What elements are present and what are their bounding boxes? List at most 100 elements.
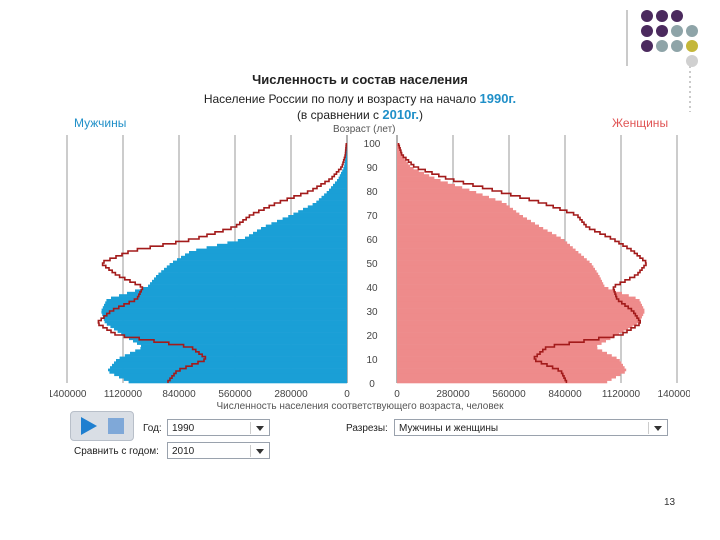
deco-dot [656, 40, 668, 52]
year-select-value: 1990 [172, 423, 195, 434]
men-bar-1990 [344, 159, 347, 163]
women-bar-1990 [397, 186, 463, 189]
men-bar-1990 [277, 219, 347, 223]
x-tick-label: 840000 [548, 389, 582, 400]
women-bar-1990 [397, 294, 629, 297]
men-bar-1990 [312, 203, 347, 206]
women-bar-1990 [397, 176, 435, 180]
women-bar-1990 [397, 342, 602, 345]
women-bar-1990 [397, 255, 584, 259]
women-bar-1990 [397, 308, 645, 312]
women-bar-1990 [397, 203, 507, 206]
men-bar-1990 [125, 335, 347, 338]
y-tick-label: 70 [366, 211, 378, 222]
women-bar-1990 [397, 229, 548, 233]
women-bar-1990 [397, 162, 409, 165]
sections-select-value: Мужчины и женщины [399, 423, 499, 434]
women-bar-1990 [397, 347, 598, 350]
men-bar-1990 [344, 164, 347, 168]
women-bar-1990 [397, 351, 607, 355]
women-bar-1990 [397, 181, 448, 185]
y-tick-label: 40 [366, 283, 378, 294]
population-pyramid: 0 10 20 30 40 50 60 70 80 90 100 1400000 1120000 840… [50, 135, 690, 400]
women-bar-1990 [397, 200, 502, 204]
women-bar-1990 [397, 227, 544, 230]
men-bar-1990 [326, 191, 347, 194]
women-bar-1990 [397, 373, 621, 377]
women-bar-1990 [397, 152, 402, 156]
x-axis-label: Численность населения соответствующего в… [216, 401, 504, 412]
women-bar-1990 [397, 219, 531, 223]
men-bar-1990 [108, 368, 347, 372]
page-number: 13 [664, 497, 676, 508]
women-bar-1990 [397, 236, 561, 240]
women-bar-1990 [397, 359, 620, 362]
sections-label: Разрезы: [346, 423, 388, 434]
women-bar-1990 [397, 313, 644, 317]
year-select[interactable]: 1990 [167, 419, 270, 436]
women-bar-1990 [397, 147, 401, 151]
women-bar-1990 [397, 267, 595, 271]
women-bar-1990 [397, 320, 640, 324]
women-bar-1990 [397, 231, 552, 235]
men-bar-1990 [261, 227, 347, 230]
chart-subtitle: Население России по полу и возрасту на н… [203, 91, 517, 106]
women-bar-1990 [397, 272, 599, 276]
chevron-down-icon [654, 426, 662, 431]
men-bar-1990 [127, 291, 347, 295]
men-bar-1990 [303, 207, 347, 211]
men-bar-1990 [119, 294, 347, 297]
women-bar-1990 [397, 155, 403, 158]
y-tick-label: 100 [364, 139, 381, 150]
men-bar-1990 [156, 275, 347, 278]
sections-select[interactable]: Мужчины и женщины [394, 419, 668, 436]
men-bar-1990 [288, 215, 347, 218]
chart-title: Численность и состав населения [252, 72, 468, 87]
women-bar-1990 [397, 380, 608, 384]
x-tick-label: 560000 [492, 389, 526, 400]
men-bar-1990 [123, 378, 347, 381]
men-bar-1990 [318, 198, 347, 201]
men-bar-1990 [129, 337, 347, 341]
men-bar-1990 [338, 176, 347, 180]
deco-dot [641, 10, 653, 22]
men-bar-1990 [282, 217, 347, 221]
men-bar-1990 [307, 205, 347, 209]
x-tick-label: 1400000 [658, 389, 690, 400]
men-bar-1990 [217, 243, 347, 247]
deco-dot [671, 10, 683, 22]
women-bar-1990 [397, 361, 622, 365]
men-bar-1990 [189, 251, 347, 254]
men-bar-1990 [103, 315, 347, 319]
women-bar-1990 [397, 205, 510, 209]
women-bar-1990 [397, 195, 489, 199]
men-bar-1990 [152, 279, 347, 283]
men-bar-1990 [141, 344, 347, 348]
men-bar-1990 [114, 373, 347, 377]
y-axis-label: Возраст (лет) [333, 124, 396, 135]
women-bar-1990 [397, 303, 642, 307]
women-bar-1990 [397, 378, 612, 381]
men-bar-1990 [164, 267, 347, 271]
compare-select[interactable]: 2010 [167, 442, 270, 459]
men-bar-1990 [140, 347, 347, 350]
stop-icon[interactable] [108, 418, 124, 434]
men-bar-1990 [106, 299, 348, 302]
men-bar-1990 [293, 212, 347, 216]
play-icon[interactable] [81, 417, 97, 435]
women-bar-1990 [397, 150, 401, 153]
men-bar-1990 [253, 231, 347, 235]
men-bar-1990 [102, 306, 347, 309]
men-bar-1990 [130, 351, 347, 355]
women-bar-1990 [397, 183, 455, 187]
men-bar-1990 [101, 311, 348, 314]
women-bar-1990 [397, 327, 628, 331]
men-bar-1990 [154, 277, 347, 281]
women-bar-1990 [397, 339, 606, 343]
women-bar-1990 [397, 145, 400, 149]
men-bar-1990 [343, 167, 347, 170]
women-bar-1990 [397, 215, 523, 218]
women-bar-1990 [397, 287, 609, 290]
women-bar-1990 [397, 356, 617, 360]
women-bar-1990 [397, 366, 625, 369]
